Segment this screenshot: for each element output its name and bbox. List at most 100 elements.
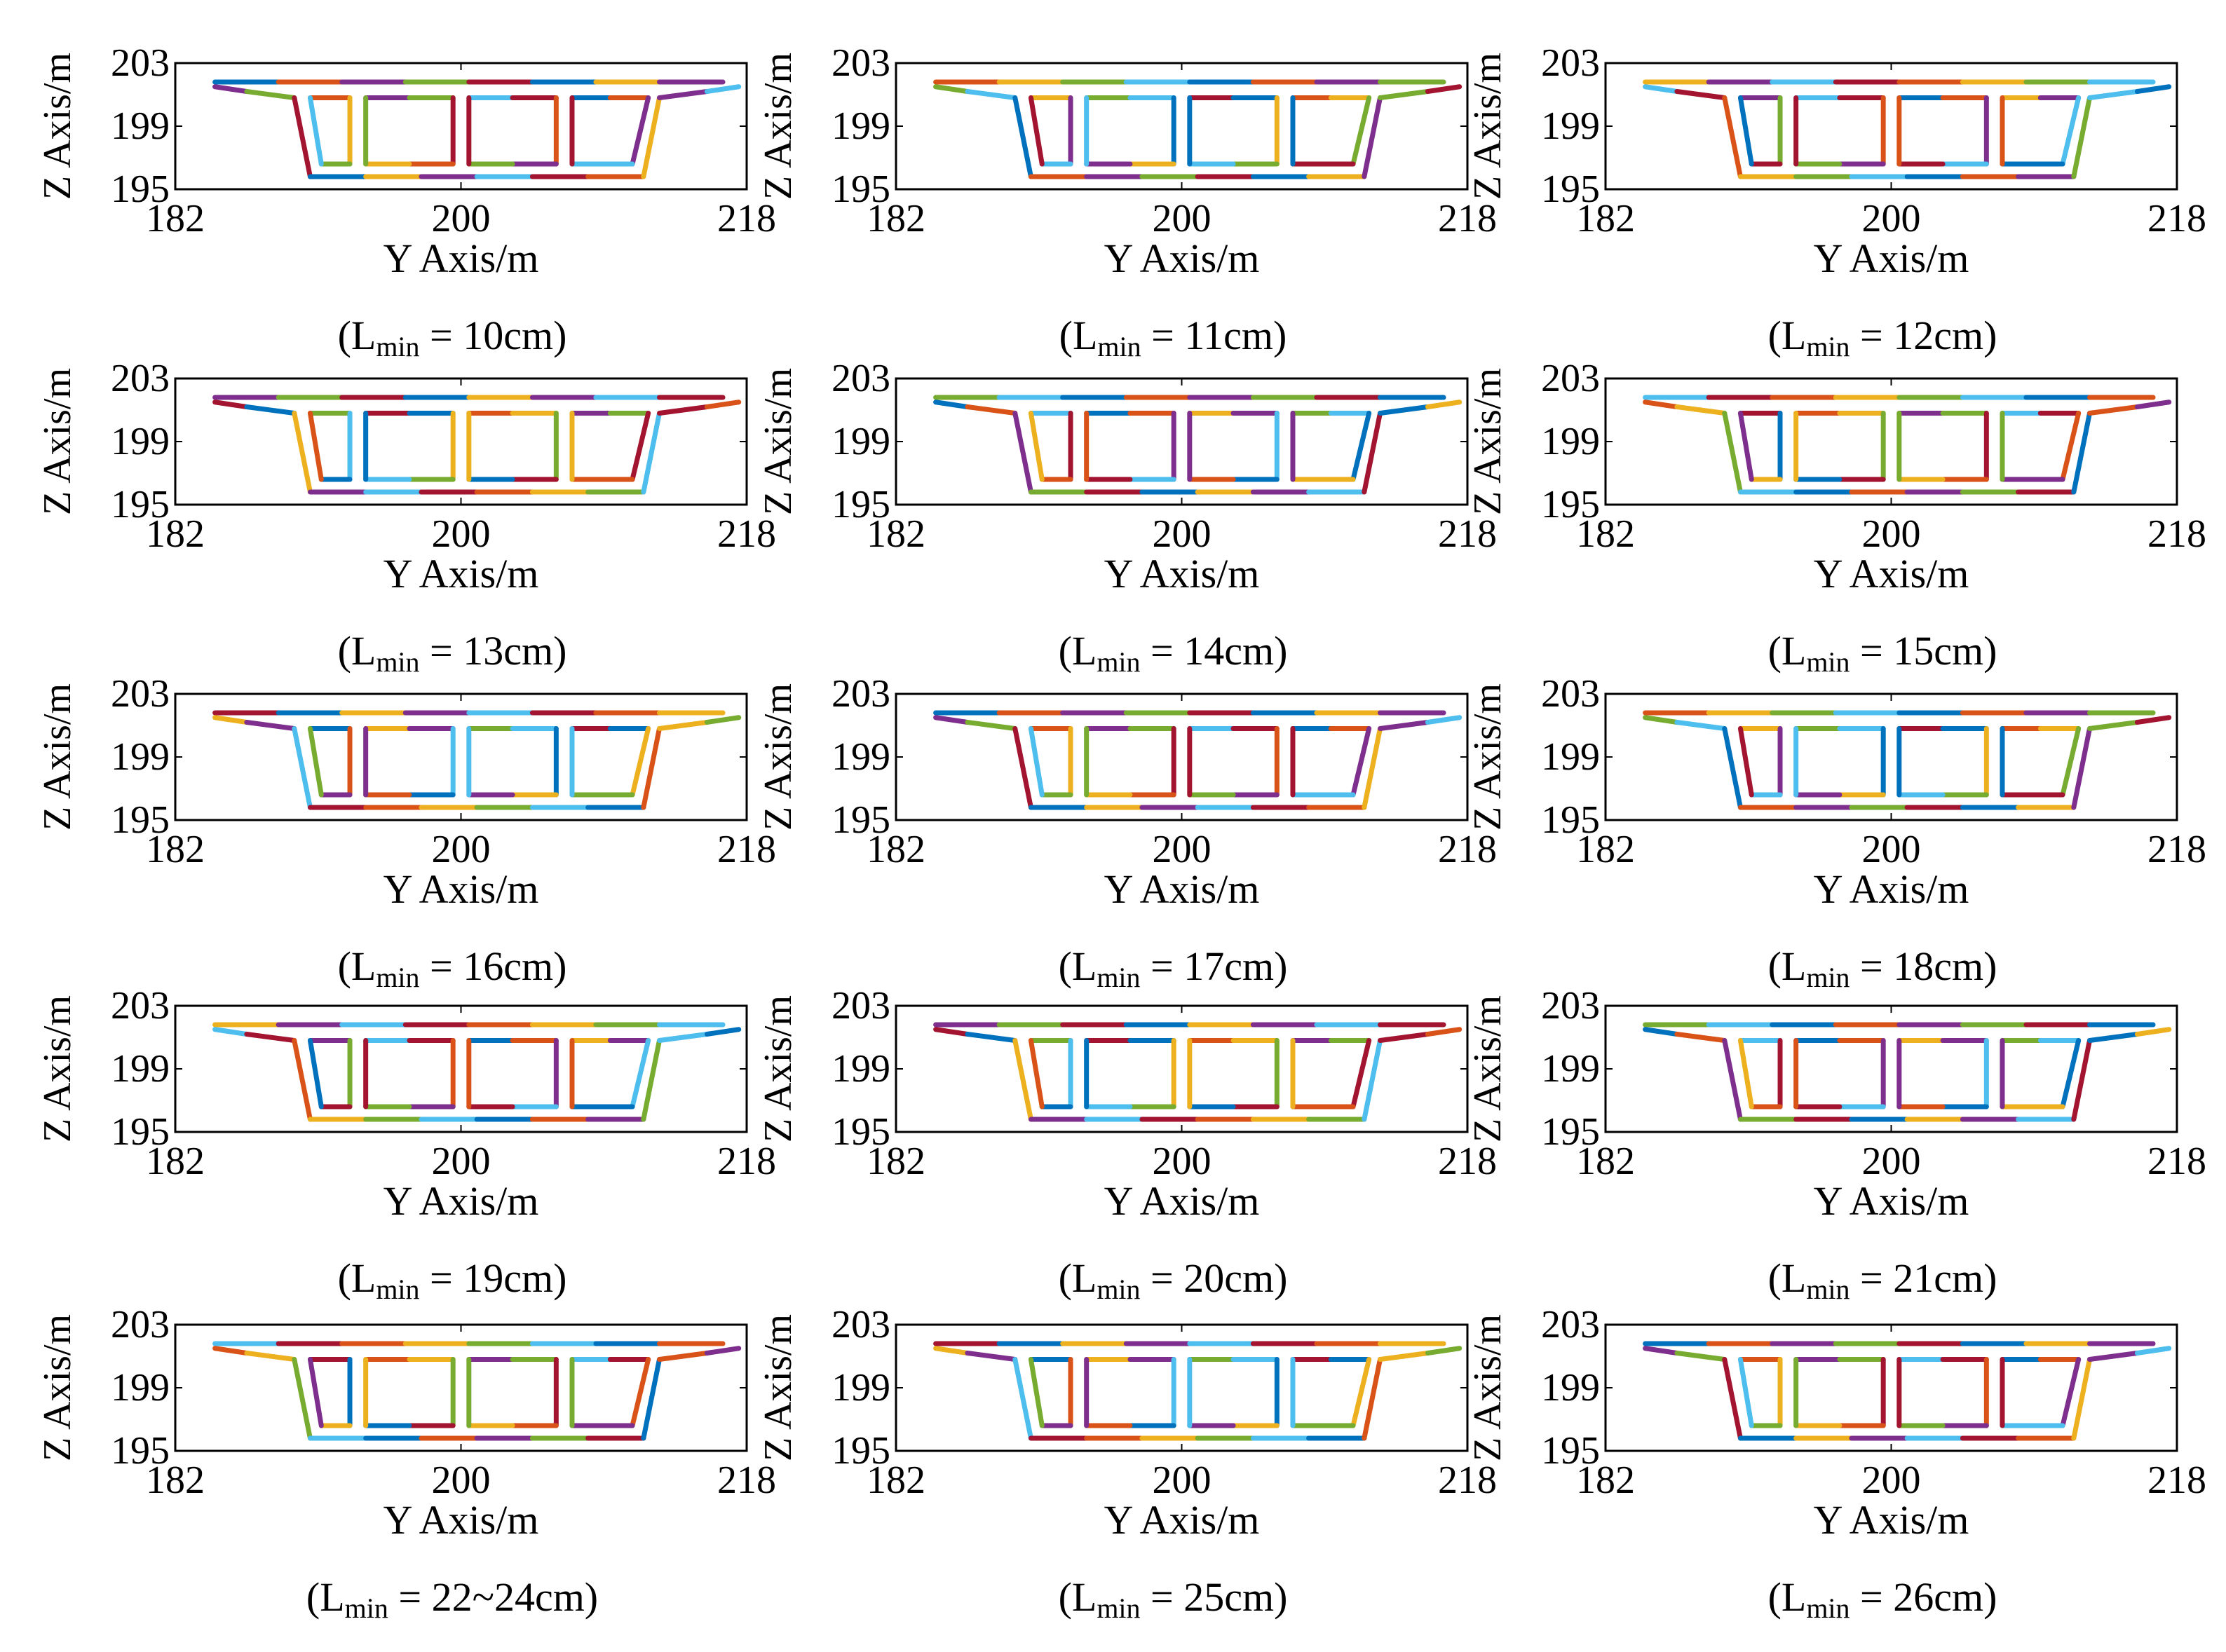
outer-web-segment-10 xyxy=(2086,404,2140,416)
box-cell-1-segment-3 xyxy=(1028,726,1045,798)
box-cell-4-segment-2 xyxy=(2060,95,2082,167)
subplot-canvas: 182 200 218 203 199 195 Z Axis/m Y Axis/m xyxy=(1466,984,2206,1224)
x-tick-label: 218 xyxy=(717,512,776,556)
outer-web-segment-9 xyxy=(1362,1357,1383,1441)
outer-web-segment-1 xyxy=(965,1032,1018,1043)
x-tick-label: 218 xyxy=(717,1140,776,1183)
outer-web-segment-1 xyxy=(244,89,297,100)
x-tick-label: 200 xyxy=(432,828,491,871)
outer-web-segment-10 xyxy=(656,404,710,416)
x-tick-label: 182 xyxy=(1576,197,1635,240)
outer-web-segment-0 xyxy=(212,84,250,94)
outer-web-segment-1 xyxy=(1674,720,1728,731)
outer-web-segment-2 xyxy=(1722,1357,1743,1441)
x-tick-label: 218 xyxy=(2147,197,2206,240)
box-cell-4-segment-2 xyxy=(630,411,651,482)
x-tick-label: 200 xyxy=(432,1140,491,1183)
subplot-canvas: 182 200 218 203 199 195 Z Axis/m Y Axis/m xyxy=(36,672,776,912)
outer-web-segment-10 xyxy=(1377,404,1430,416)
caption-value: = 14cm) xyxy=(1140,628,1288,674)
outer-web-segment-0 xyxy=(933,400,970,409)
x-tick-label: 218 xyxy=(1438,1459,1497,1502)
x-tick-label: 218 xyxy=(717,1459,776,1502)
outer-web-segment-11 xyxy=(2134,715,2172,725)
outer-web-segment-9 xyxy=(1362,95,1383,179)
x-tick-label: 200 xyxy=(1862,197,1921,240)
y-tick-label: 195 xyxy=(1541,1110,1600,1154)
caption-prefix: (L xyxy=(1767,1255,1807,1301)
x-axis-label: Y Axis/m xyxy=(1104,235,1260,281)
subplot-canvas: 182 200 218 203 199 195 Z Axis/m Y Axis/m xyxy=(36,1303,776,1543)
subplot-8: 182 200 218 203 199 195 Z Axis/m Y Axis/m (Lmin … xyxy=(745,672,1497,993)
y-tick-label: 203 xyxy=(1541,984,1600,1028)
outer-web-segment-10 xyxy=(656,1351,710,1362)
outer-web-segment-9 xyxy=(641,1038,662,1122)
x-tick-label: 182 xyxy=(867,197,925,240)
box-cell-1-segment-3 xyxy=(1737,1357,1754,1428)
y-tick-label: 195 xyxy=(832,1429,890,1473)
x-axis-label: Y Axis/m xyxy=(1104,551,1260,596)
y-axis-label: Z Axis/m xyxy=(756,995,800,1142)
outer-web-segment-9 xyxy=(641,726,662,810)
caption-prefix: (L xyxy=(337,313,376,358)
x-tick-label: 182 xyxy=(1576,512,1635,556)
caption-prefix: (L xyxy=(1767,313,1807,358)
outer-web-segment-0 xyxy=(933,1346,970,1356)
caption-subscript: min xyxy=(1097,1592,1141,1624)
outer-web-segment-10 xyxy=(1377,1351,1430,1362)
outer-web-segment-11 xyxy=(704,84,742,94)
subplot-2: 182 200 218 203 199 195 Z Axis/m Y Axis/m (Lmin … xyxy=(745,41,1497,362)
subplot-canvas: 182 200 218 203 199 195 Z Axis/m Y Axis/m xyxy=(756,984,1497,1224)
subplot-canvas: 182 200 218 203 199 195 Z Axis/m Y Axis/m xyxy=(1466,41,2206,281)
subplot-6: 182 200 218 203 199 195 Z Axis/m Y Axis/m (Lmin … xyxy=(1455,357,2206,678)
x-tick-label: 218 xyxy=(2147,1459,2206,1502)
y-tick-label: 199 xyxy=(832,420,890,463)
x-tick-label: 182 xyxy=(146,197,205,240)
outer-web-segment-1 xyxy=(965,89,1018,100)
outer-web-segment-11 xyxy=(704,715,742,725)
x-tick-label: 182 xyxy=(146,512,205,556)
y-tick-label: 203 xyxy=(1541,41,1600,85)
x-tick-label: 218 xyxy=(717,828,776,871)
x-axis-label: Y Axis/m xyxy=(1814,866,1969,912)
box-cell-4-segment-2 xyxy=(1350,95,1372,167)
x-tick-label: 200 xyxy=(1153,828,1212,871)
outer-web-segment-11 xyxy=(704,1027,742,1037)
caption-subscript: min xyxy=(1806,1592,1850,1624)
caption-prefix: (L xyxy=(337,1255,376,1301)
subplot-caption: (Lmin = 21cm) xyxy=(1595,1255,2170,1306)
x-axis-label: Y Axis/m xyxy=(1814,551,1969,596)
x-tick-label: 182 xyxy=(1576,828,1635,871)
caption-value: = 26cm) xyxy=(1850,1574,1997,1620)
y-tick-label: 199 xyxy=(1541,420,1600,463)
x-axis-label: Y Axis/m xyxy=(1104,866,1260,912)
x-axis-label: Y Axis/m xyxy=(384,551,539,596)
y-axis-label: Z Axis/m xyxy=(756,1314,800,1461)
subplot-caption: (Lmin = 14cm) xyxy=(885,627,1460,678)
subplot-caption: (Lmin = 18cm) xyxy=(1595,943,2170,994)
outer-web-segment-9 xyxy=(2071,1038,2092,1122)
outer-web-segment-0 xyxy=(1643,1346,1680,1356)
outer-web-segment-2 xyxy=(1722,1038,1743,1122)
box-cell-4-segment-2 xyxy=(2060,1357,2082,1428)
box-cell-4-segment-2 xyxy=(630,1357,651,1428)
outer-web-segment-10 xyxy=(2086,89,2140,100)
x-tick-label: 182 xyxy=(146,828,205,871)
y-tick-label: 203 xyxy=(111,1303,170,1346)
y-tick-label: 199 xyxy=(111,735,170,779)
outer-web-segment-9 xyxy=(1362,726,1383,810)
outer-web-segment-11 xyxy=(704,1346,742,1356)
subplot-canvas: 182 200 218 203 199 195 Z Axis/m Y Axis/m xyxy=(36,984,776,1224)
y-tick-label: 199 xyxy=(111,104,170,148)
outer-web-segment-11 xyxy=(704,400,742,409)
caption-prefix: (L xyxy=(306,1574,345,1620)
x-axis-label: Y Axis/m xyxy=(384,235,539,281)
box-cell-4-segment-2 xyxy=(1350,1038,1372,1110)
box-cell-4-segment-2 xyxy=(2060,1038,2082,1110)
box-cell-4-segment-2 xyxy=(2060,726,2082,798)
x-tick-label: 218 xyxy=(2147,828,2206,871)
subplot-caption: (Lmin = 25cm) xyxy=(885,1574,1460,1625)
caption-subscript: min xyxy=(1806,646,1850,678)
outer-web-segment-10 xyxy=(656,1032,710,1043)
outer-web-segment-2 xyxy=(1722,411,1743,495)
